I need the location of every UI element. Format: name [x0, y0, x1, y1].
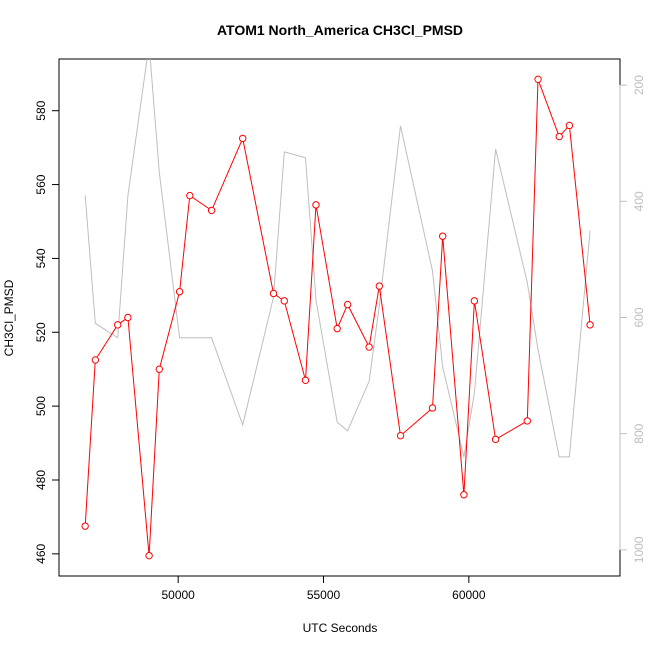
data-point — [375, 282, 384, 290]
data-point — [555, 132, 563, 141]
plot-area — [81, 59, 594, 560]
y-axis-right: 200 400 600 800 1000 — [619, 75, 646, 563]
y2-tick-label: 800 — [632, 423, 646, 443]
data-point — [396, 431, 405, 440]
data-point — [280, 297, 288, 305]
x-axis-label: UTC Seconds — [303, 621, 378, 635]
data-point — [333, 324, 341, 333]
y-tick-label: 520 — [34, 322, 48, 342]
data-point — [114, 321, 122, 329]
y2-tick-label: 600 — [632, 307, 646, 327]
data-point — [438, 232, 447, 240]
x-tick-label: 55000 — [307, 588, 341, 602]
data-point — [343, 300, 352, 309]
data-point — [175, 287, 184, 296]
data-point — [534, 75, 542, 84]
data-point — [523, 417, 531, 425]
data-point — [365, 343, 373, 351]
data-point — [301, 376, 310, 384]
data-point — [145, 551, 153, 560]
primary-series-line — [84, 79, 591, 556]
data-point — [186, 191, 194, 200]
y-tick-label: 460 — [34, 544, 48, 564]
x-tick-label: 50000 — [161, 588, 195, 602]
y-tick-label: 560 — [34, 174, 48, 194]
data-point — [460, 491, 468, 499]
y-axis-left: 460 480 500 520 540 560 580 — [34, 100, 60, 564]
data-point — [207, 206, 216, 215]
chart-title: ATOM1 North_America CH3Cl_PMSD — [217, 22, 463, 38]
data-point — [312, 201, 320, 209]
y-tick-label: 500 — [34, 396, 48, 416]
y-tick-label: 580 — [34, 100, 48, 120]
data-point — [491, 435, 500, 444]
data-point — [91, 356, 100, 364]
data-point — [269, 289, 278, 298]
y-tick-label: 540 — [34, 248, 48, 268]
x-axis: 50000 55000 60000 — [161, 575, 486, 602]
data-point — [239, 134, 247, 143]
data-point — [155, 365, 163, 373]
data-point — [428, 404, 437, 412]
y2-tick-label: 200 — [632, 75, 646, 95]
y-tick-label: 480 — [34, 470, 48, 490]
data-point — [586, 321, 594, 329]
y2-tick-label: 1000 — [632, 536, 646, 563]
x-tick-label: 60000 — [452, 588, 486, 602]
secondary-series-line — [84, 59, 591, 458]
y2-tick-label: 400 — [632, 191, 646, 211]
data-point — [124, 313, 132, 322]
data-point — [565, 121, 574, 130]
y-axis-label: CH3Cl_PMSD — [2, 279, 16, 356]
data-point — [470, 297, 479, 305]
data-point — [81, 522, 89, 530]
